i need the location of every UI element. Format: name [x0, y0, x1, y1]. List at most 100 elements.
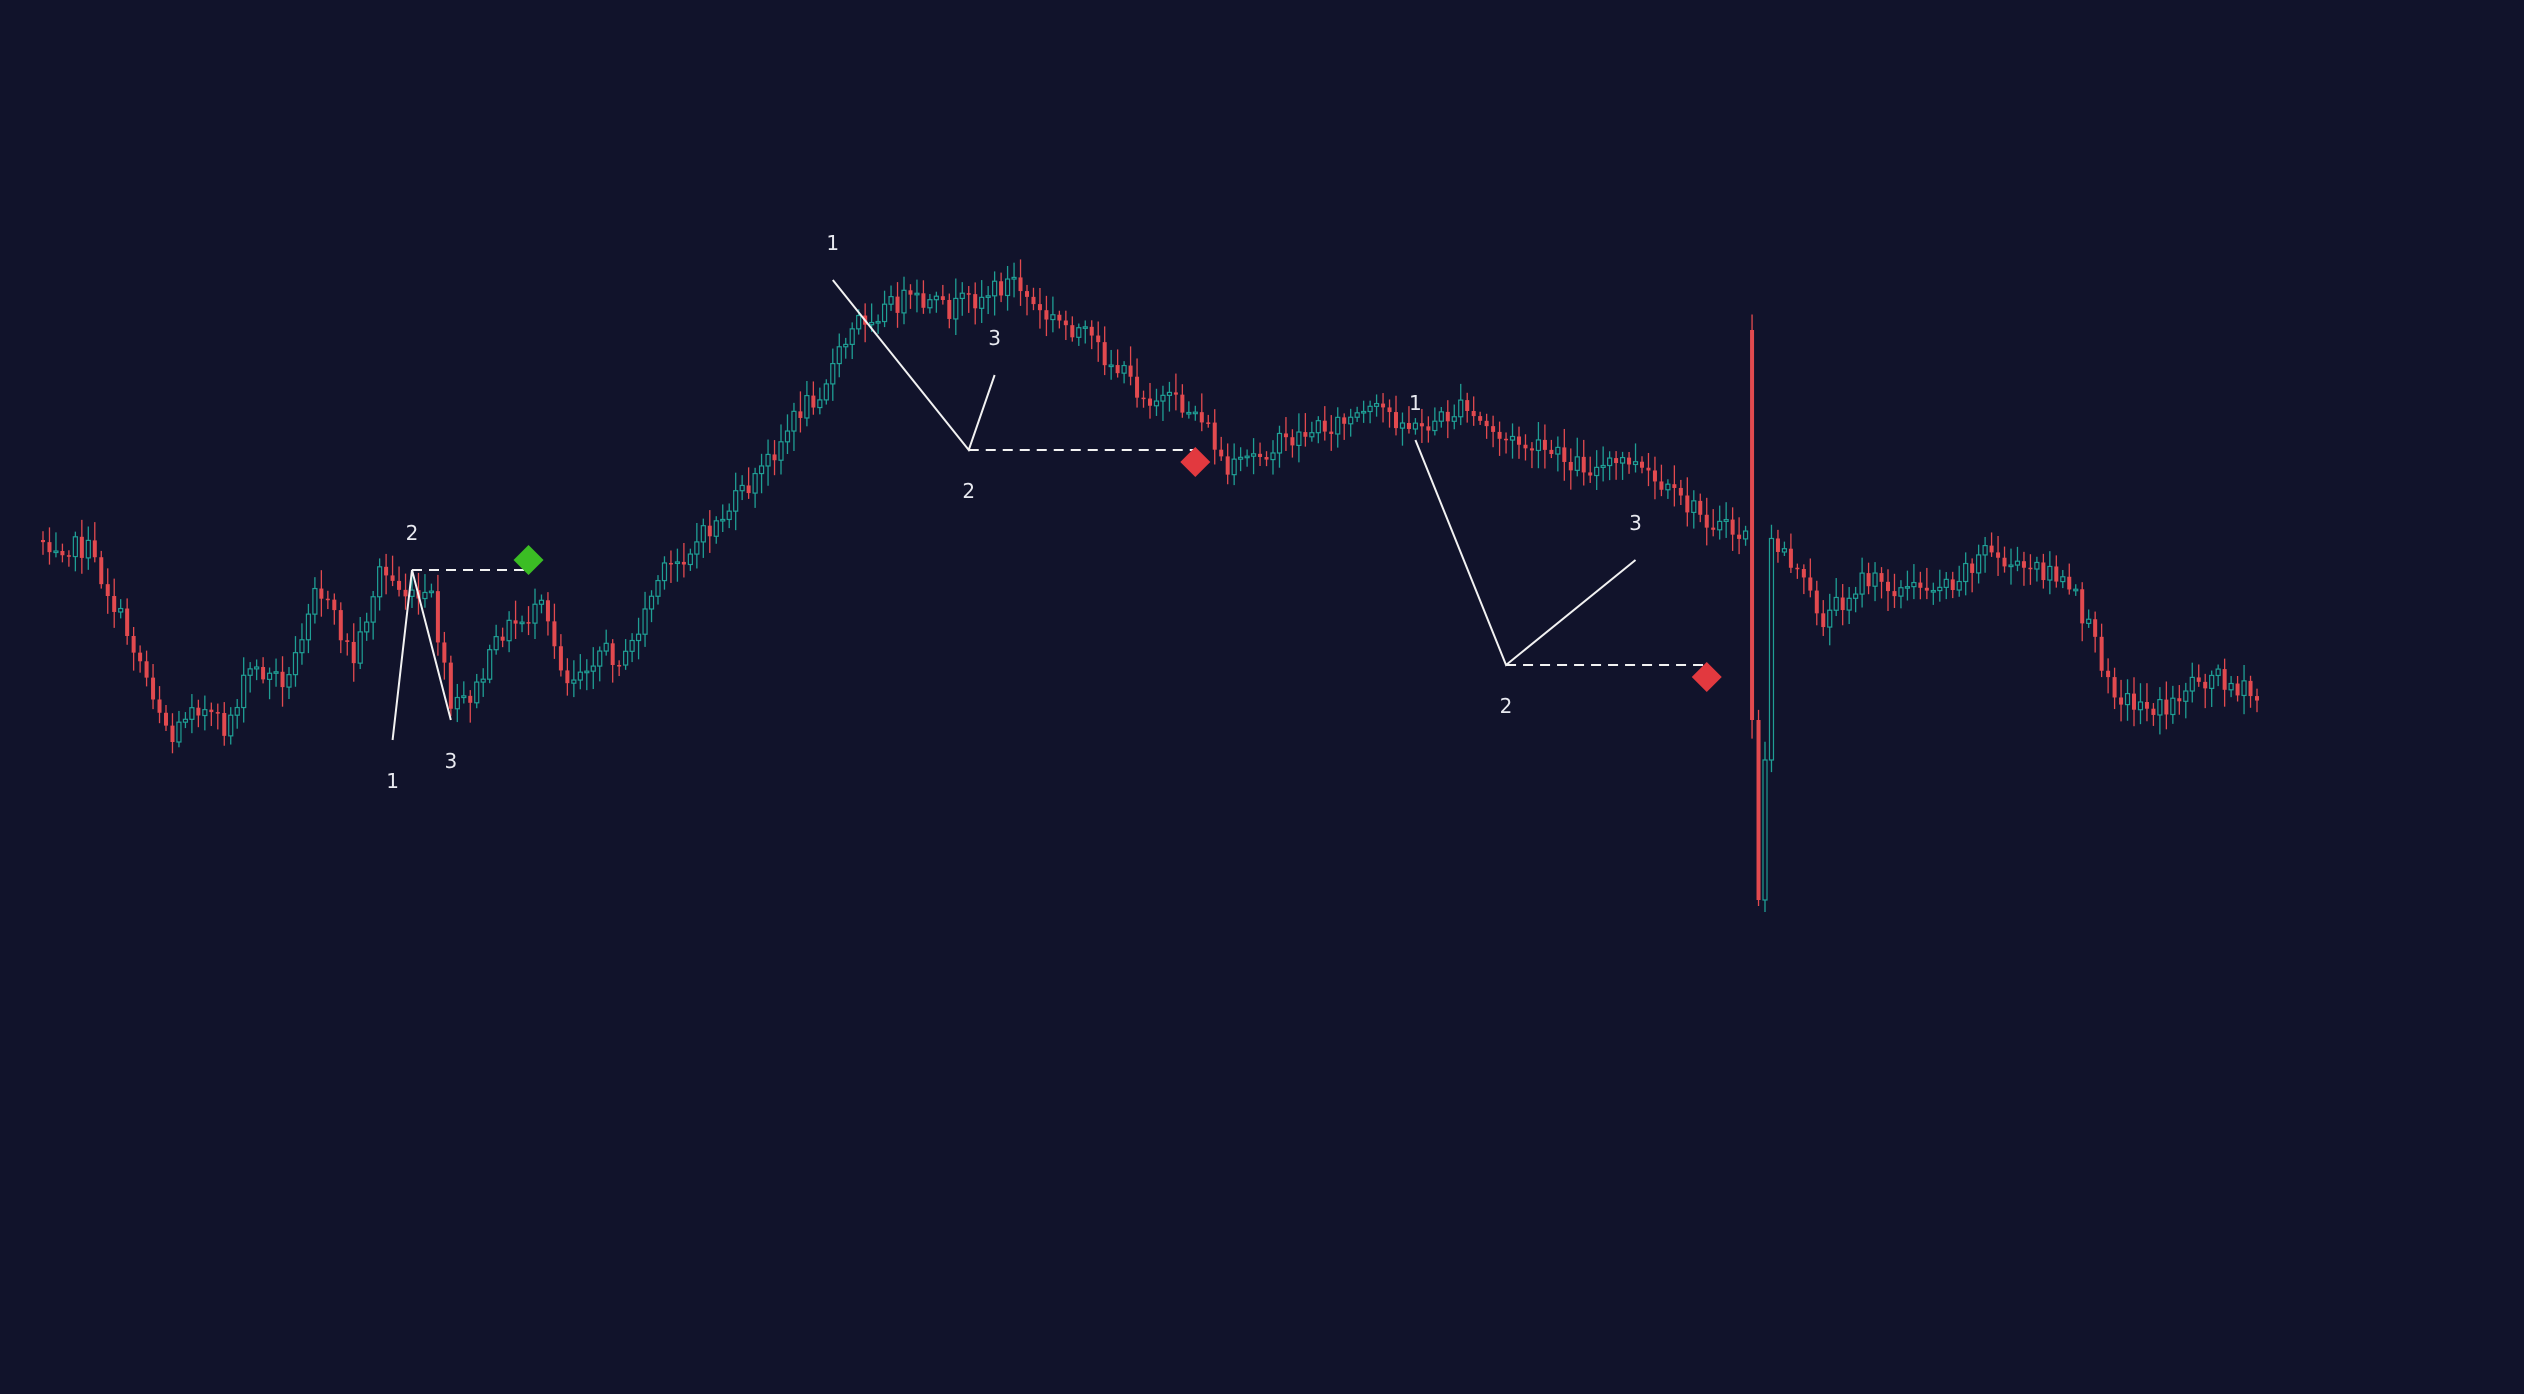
candle [1924, 567, 1929, 600]
candle [2248, 675, 2253, 708]
candle [985, 286, 991, 315]
candle [1180, 384, 1185, 418]
candle [1996, 535, 2001, 576]
candle-body [241, 674, 247, 709]
candle-body [1956, 580, 1962, 591]
candle [40, 531, 46, 555]
candle [1904, 570, 1911, 601]
candle [1600, 446, 1606, 482]
candle [292, 636, 299, 687]
candle [1808, 558, 1813, 598]
candle-body [2093, 619, 2098, 637]
candle-body [1562, 447, 1567, 462]
candle [1632, 443, 1639, 473]
candle [597, 646, 603, 682]
candle [1373, 394, 1380, 417]
candle [1147, 382, 1153, 419]
candle-body [182, 718, 189, 723]
candle [1659, 464, 1664, 497]
candle [973, 282, 978, 325]
candle [1762, 741, 1768, 912]
candle-body [1970, 563, 1975, 573]
candle [2144, 683, 2149, 722]
candle [1076, 323, 1082, 346]
candle [1509, 423, 1516, 459]
candle-body [1426, 426, 1431, 431]
candle [500, 627, 505, 648]
candle [1704, 497, 1709, 546]
candle [746, 467, 751, 499]
candle-body [1478, 416, 1483, 421]
pattern-zigzag-line [832, 279, 996, 453]
candle-body [888, 296, 894, 305]
candle-body [2144, 701, 2149, 709]
candle [791, 402, 797, 451]
candle-body [2119, 697, 2124, 705]
candle [1523, 434, 1528, 461]
candle [1102, 326, 1107, 376]
candle-body [2170, 697, 2176, 716]
candle [2099, 623, 2104, 678]
candle-body [1821, 613, 1826, 628]
candle-body [1180, 394, 1185, 413]
candle [1665, 479, 1671, 499]
candle-body [1879, 573, 1884, 582]
candle-body [2124, 693, 2131, 706]
candle-body [1147, 398, 1153, 406]
candle [1451, 404, 1457, 430]
candle-body [966, 293, 971, 295]
candle-body [1153, 400, 1160, 407]
candle [1399, 412, 1406, 446]
candle [2254, 688, 2260, 713]
candle-body [791, 410, 797, 432]
candle-body [1115, 365, 1120, 374]
candle [1160, 385, 1166, 421]
candle-body [1315, 420, 1321, 434]
candle-body [914, 292, 920, 296]
candle [700, 518, 706, 558]
candle-body [985, 295, 991, 298]
candle-body [1419, 423, 1424, 427]
candle-body [1290, 437, 1295, 446]
candle-body [1373, 402, 1380, 407]
candle [1270, 440, 1276, 475]
candle [474, 673, 480, 709]
candle-body [2248, 680, 2253, 697]
candle-body [144, 661, 149, 678]
candle [798, 391, 803, 433]
candle-body [1089, 326, 1094, 336]
candle [1581, 439, 1586, 486]
candle-body [1846, 597, 1852, 611]
candle [1711, 509, 1716, 537]
candle [577, 654, 583, 690]
candle [1698, 493, 1703, 523]
candle-body [1672, 484, 1677, 488]
candle-body [668, 562, 673, 565]
candle-body [617, 665, 622, 667]
candle [1438, 407, 1444, 428]
candle-body [526, 622, 531, 624]
candle-body [1866, 573, 1871, 587]
candle-body [1614, 458, 1619, 464]
candle [234, 699, 240, 729]
candle-body [338, 610, 343, 641]
candle [403, 573, 408, 610]
candle-body [1924, 587, 1929, 591]
candle [125, 598, 130, 645]
candle-body [461, 695, 467, 699]
candle-body [266, 672, 273, 680]
candle [836, 333, 842, 378]
candle [849, 322, 855, 360]
candle-body [1399, 422, 1406, 429]
candle-body [1471, 411, 1476, 417]
candle-body [138, 652, 143, 662]
candle-body [681, 561, 686, 565]
candle-body [629, 639, 635, 652]
candle-body [403, 589, 408, 597]
candle [1963, 552, 1969, 596]
candle [2119, 679, 2124, 722]
candle [668, 550, 673, 583]
candle-body [1801, 569, 1806, 578]
candle [1367, 400, 1373, 424]
candle-body [2177, 698, 2182, 702]
